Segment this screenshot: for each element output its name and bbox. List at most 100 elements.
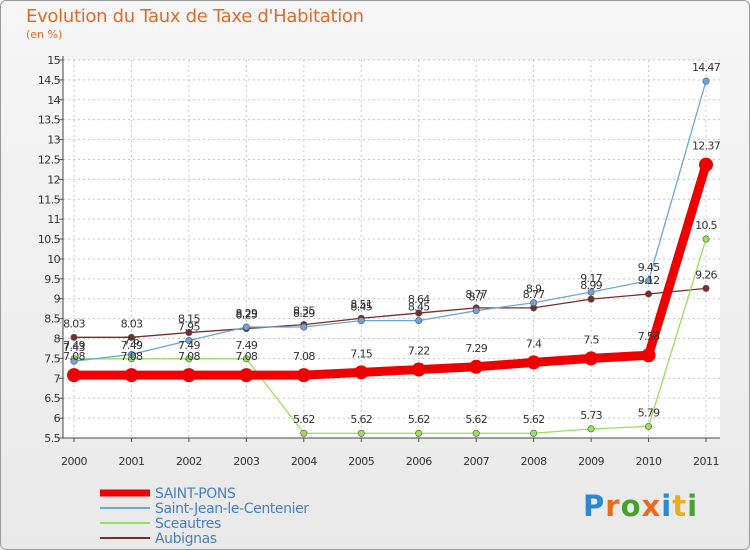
data-label: 7.4 xyxy=(526,337,542,350)
data-point xyxy=(526,355,541,370)
series-line-3 xyxy=(74,287,707,338)
data-label: 9.26 xyxy=(695,268,717,281)
data-point xyxy=(587,295,595,303)
data-label: 8.25 xyxy=(236,309,258,322)
data-label: 9.17 xyxy=(580,272,602,285)
data-point xyxy=(415,429,423,437)
data-point xyxy=(124,368,139,383)
data-label: 7.43 xyxy=(63,341,85,354)
data-label: 5.62 xyxy=(465,413,487,426)
x-tick-label: 2007 xyxy=(463,455,489,468)
y-tick-label: 7.5 xyxy=(44,352,60,365)
data-label: 12.37 xyxy=(692,140,721,153)
chart-subtitle: (en %) xyxy=(26,28,63,41)
data-label: 10.5 xyxy=(695,219,717,232)
data-point xyxy=(415,317,423,325)
logo-letter: o xyxy=(620,489,642,523)
series-line-0 xyxy=(74,163,711,380)
data-point xyxy=(185,337,193,345)
x-tick-label: 2004 xyxy=(291,455,317,468)
chart-title: Evolution du Taux de Taxe d'Habitation xyxy=(26,6,364,27)
data-label: 7.49 xyxy=(121,339,143,352)
y-tick-label: 14.5 xyxy=(38,74,61,87)
data-point xyxy=(645,277,653,285)
data-point xyxy=(702,284,710,292)
data-label: 8.03 xyxy=(63,317,85,330)
y-tick-label: 6.5 xyxy=(44,392,60,405)
data-point xyxy=(645,290,653,298)
data-label: 7.95 xyxy=(178,321,200,334)
y-tick-label: 13.5 xyxy=(38,114,61,127)
data-point xyxy=(67,368,81,383)
data-label: 8.51 xyxy=(350,298,372,311)
data-point xyxy=(127,333,135,341)
y-tick-label: 10.5 xyxy=(38,233,61,246)
data-label: 8.64 xyxy=(408,293,430,306)
legend-label: SAINT-PONS xyxy=(155,486,236,502)
data-point xyxy=(530,429,538,437)
data-label: 7.29 xyxy=(465,342,487,355)
y-tick-label: 5.5 xyxy=(44,432,60,445)
data-point xyxy=(587,288,595,296)
data-point xyxy=(411,362,426,377)
data-label: 7.08 xyxy=(236,350,258,363)
data-label: 8.03 xyxy=(121,317,143,330)
x-tick-label: 2009 xyxy=(578,455,604,468)
data-point xyxy=(242,323,250,331)
data-label: 8.35 xyxy=(293,305,315,318)
data-label: 7.49 xyxy=(178,339,200,352)
data-label: 9.12 xyxy=(638,274,660,287)
data-point xyxy=(584,351,599,366)
data-label: 5.73 xyxy=(580,409,602,422)
x-tick-label: 2002 xyxy=(176,455,202,468)
data-point xyxy=(127,350,135,358)
data-label: 7.5 xyxy=(583,333,599,346)
legend-label: Saint-Jean-le-Centenier xyxy=(155,501,309,517)
x-tick-label: 2006 xyxy=(406,455,432,468)
x-tick-label: 2010 xyxy=(636,455,662,468)
y-tick-label: 10 xyxy=(47,253,60,266)
data-point xyxy=(239,368,254,383)
data-label: 7.49 xyxy=(236,339,258,352)
data-point xyxy=(645,422,653,430)
data-label: 5.79 xyxy=(638,406,660,419)
y-tick-label: 11.5 xyxy=(38,193,61,206)
data-label: 8.77 xyxy=(465,288,487,301)
y-tick-label: 13 xyxy=(47,134,60,147)
data-label: 7.22 xyxy=(408,345,430,358)
data-point xyxy=(415,309,423,317)
x-tick-label: 2000 xyxy=(61,455,87,468)
data-point xyxy=(70,357,78,365)
data-label: 5.62 xyxy=(293,413,315,426)
data-point xyxy=(472,307,480,315)
x-tick-label: 2005 xyxy=(348,455,374,468)
data-label: 8.9 xyxy=(526,283,542,296)
data-label: 9.45 xyxy=(638,261,660,274)
x-tick-label: 2003 xyxy=(233,455,259,468)
data-label: 7.08 xyxy=(121,350,143,363)
data-point xyxy=(699,157,713,172)
data-label: 8.99 xyxy=(580,279,602,292)
plot-area xyxy=(63,60,720,438)
series-line-1 xyxy=(73,80,707,362)
data-point xyxy=(70,333,78,341)
data-label: 8.29 xyxy=(236,307,258,320)
logo-letter: i xyxy=(687,489,699,523)
y-tick-label: 6 xyxy=(54,412,61,425)
data-point xyxy=(185,329,193,337)
data-point xyxy=(702,77,710,85)
data-point xyxy=(300,323,308,331)
y-tick-label: 9.5 xyxy=(44,273,60,286)
data-point xyxy=(242,355,250,363)
data-point xyxy=(181,368,196,383)
series-line-2 xyxy=(74,238,707,434)
data-point xyxy=(354,365,369,380)
y-tick-label: 14 xyxy=(47,94,60,107)
data-point xyxy=(587,425,595,433)
data-label: 7.08 xyxy=(293,350,315,363)
data-label: 8.15 xyxy=(178,313,200,326)
logo-letter: i xyxy=(661,489,673,523)
data-label: 7.08 xyxy=(63,350,85,363)
data-point xyxy=(300,429,308,437)
